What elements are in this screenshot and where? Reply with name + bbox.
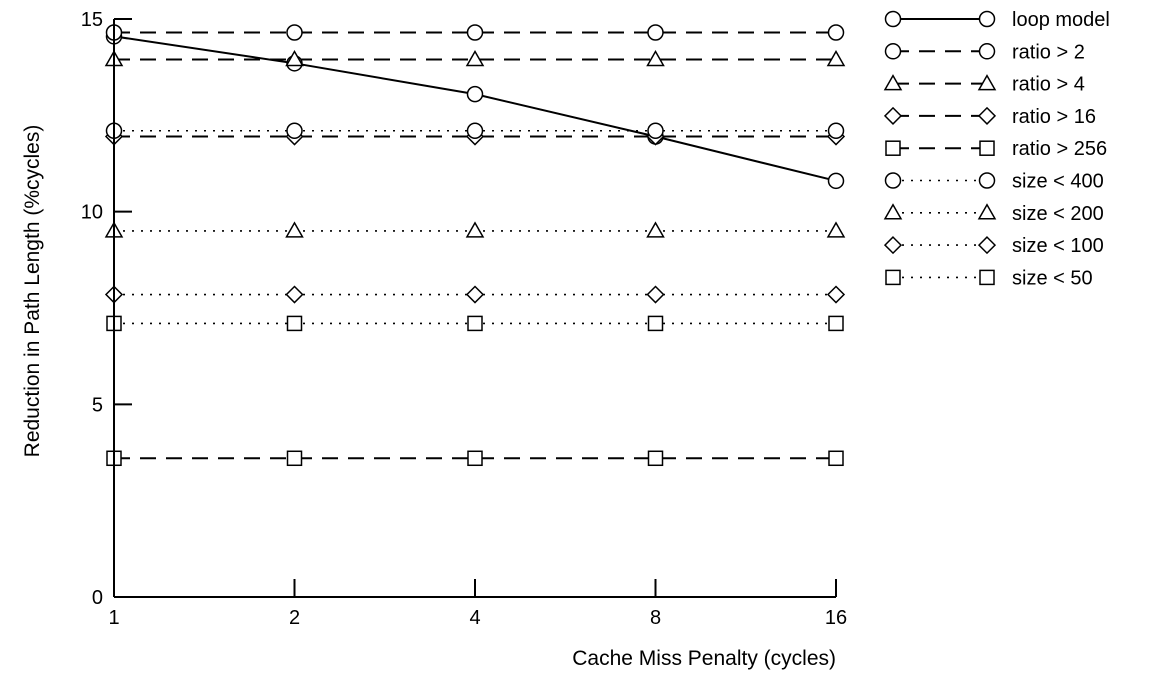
data-point-s9-2 <box>286 315 303 332</box>
legend-label: loop model <box>1012 9 1110 31</box>
legend-item: size < 400 <box>884 171 1104 193</box>
x-tick-label: 16 <box>825 607 847 629</box>
legend-item: size < 100 <box>883 235 1104 257</box>
legend-marker <box>884 10 902 28</box>
legend-marker <box>978 10 996 28</box>
y-axis-label: Reduction in Path Length (%cycles) <box>21 125 44 458</box>
data-point-s6-5 <box>827 122 845 139</box>
data-point-s1-5 <box>827 172 845 190</box>
data-point-s7-2 <box>285 221 304 238</box>
data-point-s2-5 <box>827 24 845 41</box>
legend-marker <box>979 140 995 156</box>
legend: loop model ratio > 2 ratio > 4 ratio > 16 ra… <box>883 9 1110 289</box>
legend-label: ratio > 4 <box>1012 74 1085 96</box>
legend-item: ratio > 4 <box>883 74 1085 96</box>
legend-label: ratio > 16 <box>1012 106 1096 128</box>
legend-marker <box>883 236 903 255</box>
legend-marker <box>885 140 901 156</box>
data-point-s1-3 <box>466 85 484 103</box>
data-point-s6-2 <box>286 122 303 139</box>
legend-marker <box>884 43 902 60</box>
x-axis-label: Cache Miss Penalty (cycles) <box>572 647 836 670</box>
y-tick-label: 10 <box>81 202 103 224</box>
data-point-s3-3 <box>465 49 485 67</box>
legend-marker <box>883 203 903 220</box>
y-tick-label: 15 <box>81 9 103 31</box>
data-point-s3-5 <box>826 49 846 67</box>
legend-marker <box>883 74 903 91</box>
legend-marker <box>979 269 995 286</box>
legend-item: ratio > 16 <box>883 106 1096 128</box>
legend-marker <box>978 172 996 189</box>
data-point-s3-4 <box>646 49 665 67</box>
data-point-s8-4 <box>646 285 665 304</box>
legend-marker <box>977 106 997 125</box>
legend-label: size < 400 <box>1012 171 1104 193</box>
data-point-s5-5 <box>828 450 844 467</box>
legend-marker <box>977 236 997 255</box>
data-point-s5-2 <box>286 450 303 467</box>
legend-item: size < 50 <box>885 267 1093 289</box>
legend-label: ratio > 2 <box>1012 41 1085 63</box>
data-point-s8-5 <box>826 285 846 304</box>
legend-item: ratio > 256 <box>885 138 1107 160</box>
legend-item: loop model <box>884 9 1110 31</box>
data-point-s7-3 <box>465 221 485 238</box>
legend-item: ratio > 2 <box>884 41 1085 63</box>
data-point-s2-3 <box>466 24 484 41</box>
data-point-s9-5 <box>828 315 844 332</box>
legend-label: size < 200 <box>1012 203 1104 225</box>
legend-marker <box>977 74 997 91</box>
data-point-s8-3 <box>465 285 485 304</box>
plot-series-markers <box>104 24 846 467</box>
y-tick-label: 0 <box>92 587 103 609</box>
x-tick-label: 8 <box>650 607 661 629</box>
legend-marker <box>885 269 901 286</box>
data-point-s5-4 <box>647 450 664 467</box>
y-tick-label: 5 <box>92 394 103 416</box>
data-point-s2-2 <box>286 24 303 41</box>
legend-label: ratio > 256 <box>1012 138 1107 160</box>
legend-marker <box>883 106 903 125</box>
data-point-s6-4 <box>647 122 664 139</box>
legend-label: size < 100 <box>1012 235 1104 257</box>
legend-label: size < 50 <box>1012 267 1093 289</box>
legend-item: size < 200 <box>883 203 1104 225</box>
x-tick-label: 1 <box>108 607 119 629</box>
data-point-s5-3 <box>467 450 483 467</box>
data-point-s2-4 <box>647 24 664 41</box>
x-tick-label: 2 <box>289 607 300 629</box>
axes: 1 2 4 8 16 0 5 10 15 <box>81 9 847 629</box>
x-tick-label: 4 <box>469 607 480 629</box>
data-point-s9-4 <box>647 315 664 332</box>
data-point-s8-2 <box>285 285 304 304</box>
data-point-s3-2 <box>285 49 304 67</box>
legend-marker <box>978 43 996 60</box>
data-point-s7-5 <box>826 221 846 238</box>
data-point-s6-3 <box>466 122 484 139</box>
legend-marker <box>977 203 997 220</box>
data-point-s7-4 <box>646 221 665 238</box>
legend-marker <box>884 172 902 189</box>
data-point-s9-3 <box>467 315 483 332</box>
